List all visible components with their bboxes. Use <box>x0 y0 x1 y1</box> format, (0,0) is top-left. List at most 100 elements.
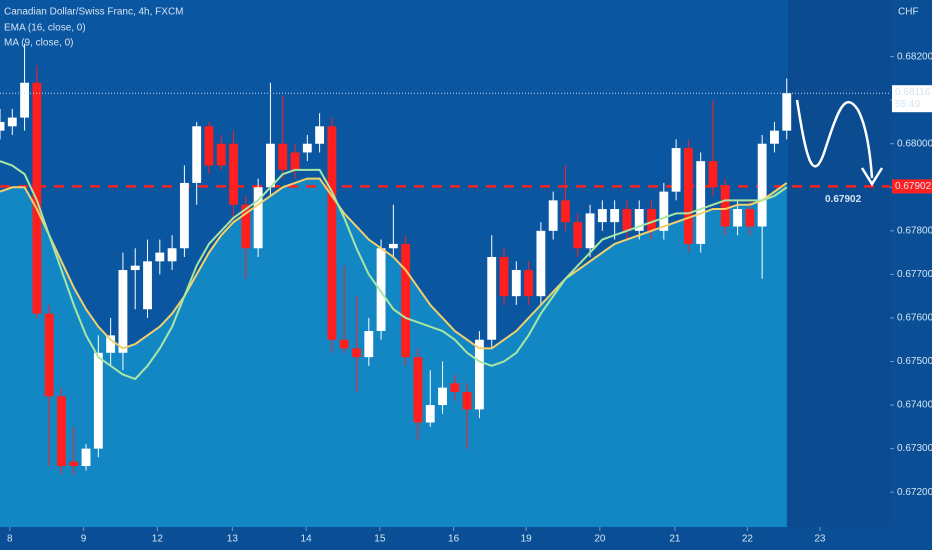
candle-body <box>0 121 5 131</box>
candle-body <box>622 209 632 231</box>
candle-body <box>20 82 30 118</box>
x-tick-label: 15 <box>374 534 386 545</box>
candle-body <box>524 270 534 297</box>
indicator-line <box>0 160 788 381</box>
candle-body <box>671 148 681 192</box>
x-tick-label: 14 <box>301 534 313 545</box>
x-tick-label: 19 <box>521 534 533 545</box>
y-tick-label: 0.67400 <box>897 400 932 411</box>
plot <box>0 43 890 527</box>
legend-entry: MA (9, close, 0) <box>4 38 73 49</box>
candle-body <box>708 161 718 188</box>
candle-body <box>683 148 693 244</box>
candle-body <box>155 252 165 262</box>
x-tick-label: 9 <box>81 534 87 545</box>
candle-body <box>143 261 152 310</box>
annotation-arrowhead <box>860 167 884 187</box>
candle-body <box>118 270 128 353</box>
candle-body <box>93 352 103 449</box>
x-tick-label: 12 <box>152 534 164 545</box>
candle-body <box>69 461 79 467</box>
candle-body <box>57 396 66 467</box>
candle-body <box>315 126 325 144</box>
last-price-label: 0.68116 <box>895 87 931 98</box>
legend-entry: EMA (16, close, 0) <box>4 23 86 34</box>
candle-body <box>44 313 54 397</box>
candle-body <box>548 200 558 231</box>
y-tick-label: 0.68200 <box>897 51 932 62</box>
annotation-arrow <box>795 99 874 179</box>
y-tick-label: 0.67600 <box>897 313 932 324</box>
candle-body <box>376 248 386 332</box>
x-tick-label: 21 <box>669 534 681 545</box>
candle-body <box>302 143 312 153</box>
candle-body <box>266 143 275 188</box>
y-tick-label: 0.67700 <box>897 269 932 280</box>
candle-body <box>81 448 91 467</box>
countdown-label: 55:49 <box>895 99 920 110</box>
candle-body <box>597 209 607 223</box>
candle-body <box>352 348 361 358</box>
x-tick-label: 13 <box>227 534 239 545</box>
candle-body <box>7 117 17 127</box>
candle-body <box>647 209 656 231</box>
candle-body <box>425 405 435 423</box>
candle-body <box>757 143 767 227</box>
candle-body <box>696 161 706 244</box>
x-tick-label: 8 <box>7 534 13 545</box>
indicator-line <box>0 177 788 350</box>
annotation-text: 0.67902 <box>825 194 862 205</box>
area <box>0 178 787 527</box>
candle-body <box>462 391 472 410</box>
candle-body <box>229 143 238 205</box>
candle-body <box>733 209 742 227</box>
candle-body <box>216 143 226 166</box>
y-axis-label: CHF <box>898 7 919 18</box>
candle-body <box>204 126 214 166</box>
x-tick-label: 16 <box>448 534 460 545</box>
level-label: 0.67902 <box>895 181 932 192</box>
candle-body <box>720 187 730 227</box>
y-tick-label: 0.67800 <box>897 225 932 236</box>
candle-body <box>487 256 497 340</box>
candle-body <box>278 143 288 170</box>
candle-body <box>561 200 570 223</box>
candle-body <box>782 93 792 131</box>
level-box <box>892 179 932 194</box>
candle-body <box>106 335 116 353</box>
candle-body <box>610 209 620 223</box>
candle-body <box>474 339 484 410</box>
candle-body <box>745 209 755 227</box>
candle-body <box>413 357 423 423</box>
candle-body <box>585 213 595 249</box>
x-tick-label: 22 <box>742 534 754 545</box>
candle-body <box>770 130 779 144</box>
candle-body <box>536 230 546 297</box>
candle-body <box>450 383 460 392</box>
y-tick-label: 0.68000 <box>897 138 932 149</box>
candle-body <box>327 126 337 340</box>
candle-body <box>241 204 251 249</box>
candle-body <box>364 331 374 358</box>
candle-body <box>179 182 189 249</box>
y-tick-label: 0.67500 <box>897 356 932 367</box>
candle-body <box>511 270 521 297</box>
candle-body <box>438 387 447 406</box>
candle-body <box>253 187 263 249</box>
last-price-box <box>892 85 932 113</box>
y-tick-label: 0.67300 <box>897 443 932 454</box>
candle-body <box>499 256 509 297</box>
candle-body <box>130 265 140 271</box>
future-region <box>788 0 890 527</box>
candle-body <box>573 222 583 249</box>
candle-body <box>634 209 644 231</box>
chart-title: Canadian Dollar/Swiss Franc, 4h, FXCM <box>4 7 184 18</box>
y-tick-label: 0.67200 <box>897 487 932 498</box>
x-tick-label: 23 <box>814 534 826 545</box>
candle-body <box>167 248 177 262</box>
candle-body <box>290 152 300 170</box>
x-tick-label: 20 <box>594 534 606 545</box>
candle-body <box>659 191 669 231</box>
